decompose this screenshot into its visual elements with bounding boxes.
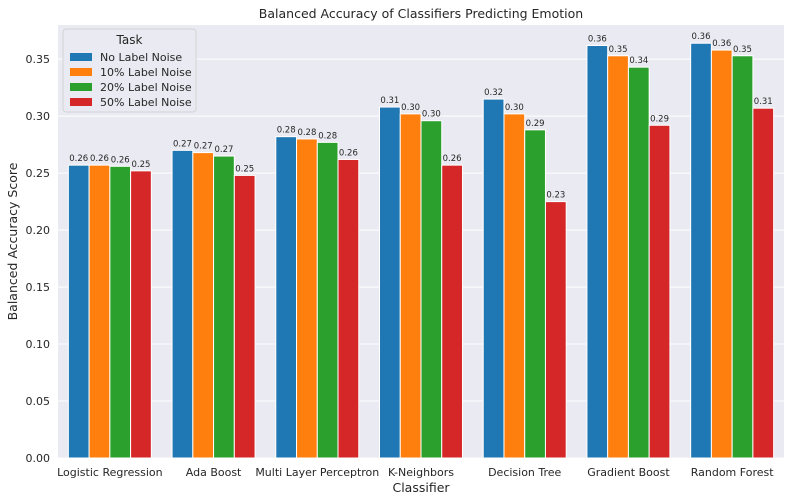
bar-data-label: 0.27 [194, 142, 213, 152]
bar-data-label: 0.28 [277, 126, 296, 136]
bar-data-label: 0.36 [692, 32, 711, 42]
y-tick-label: 0.25 [26, 167, 51, 180]
bar [752, 107, 775, 459]
bar [213, 155, 235, 459]
bar-data-label: 0.26 [69, 154, 88, 164]
bar-data-label: 0.29 [526, 119, 545, 129]
bar [130, 170, 152, 459]
bar-data-label: 0.32 [484, 88, 503, 98]
bar [109, 165, 132, 459]
y-tick-label: 0.30 [26, 110, 51, 123]
x-tick-label: Decision Tree [488, 466, 561, 479]
bar-data-label: 0.36 [588, 35, 607, 45]
bar-data-label: 0.26 [111, 155, 130, 165]
x-axis-label: Classifier [392, 480, 450, 495]
bar [233, 174, 256, 459]
legend-label: 20% Label Noise [100, 81, 192, 94]
bar-data-label: 0.34 [629, 56, 648, 66]
bar-data-label: 0.28 [297, 128, 316, 138]
bar-data-label: 0.27 [173, 139, 192, 149]
bar [275, 136, 298, 459]
bar-data-label: 0.26 [443, 154, 462, 164]
x-tick-label: Ada Boost [186, 466, 242, 479]
bar-data-label: 0.30 [422, 110, 441, 120]
legend-swatch [70, 53, 92, 61]
legend-label: 10% Label Noise [100, 66, 192, 79]
x-tick-label: K-Neighbors [388, 466, 454, 479]
bar-data-label: 0.31 [380, 96, 399, 106]
legend-swatch [70, 68, 92, 76]
bar-data-label: 0.23 [546, 191, 565, 201]
y-tick-label: 0.05 [26, 395, 51, 408]
bar-data-label: 0.26 [90, 154, 109, 164]
x-tick-label: Multi Layer Perceptron [255, 466, 379, 479]
x-tick-label: Logistic Regression [57, 466, 163, 479]
legend-title: Task [116, 33, 143, 47]
bar [607, 55, 629, 459]
bar-data-label: 0.27 [214, 145, 233, 155]
bar-data-label: 0.30 [401, 103, 420, 113]
legend-label: No Label Noise [100, 51, 182, 64]
bar [67, 164, 90, 459]
y-tick-label: 0.10 [26, 338, 51, 351]
bar [379, 106, 401, 459]
legend-items: No Label Noise 10% Label Noise 20% Label N… [70, 51, 192, 109]
bar [420, 120, 443, 459]
legend-swatch [70, 83, 92, 91]
y-tick-label: 0.00 [26, 452, 51, 465]
bar [627, 66, 650, 459]
bar-data-label: 0.28 [318, 131, 337, 141]
bar [586, 45, 609, 459]
y-axis-label: Balanced Accuracy Score [5, 162, 20, 320]
bar-data-label: 0.31 [754, 97, 773, 107]
legend-box [62, 28, 197, 113]
bar-data-label: 0.35 [609, 45, 628, 55]
bar [192, 152, 215, 459]
bar [316, 141, 339, 459]
y-tick-label: 0.35 [26, 53, 51, 66]
bar [399, 113, 422, 459]
bar [88, 164, 111, 459]
y-tick-label: 0.15 [26, 281, 51, 294]
bar-data-label: 0.29 [650, 114, 669, 124]
x-tick-label: Random Forest [691, 466, 774, 479]
bar-data-labels: 0.26 0.26 0.26 0.250.27 0.27 0.270.250.28 0.28… [69, 32, 772, 200]
bar-data-label: 0.25 [132, 160, 151, 170]
legend: Task No Label Noise 10% Label Noise 20% La… [62, 28, 197, 113]
bar [503, 113, 526, 459]
bar [690, 42, 712, 459]
bar-data-label: 0.35 [733, 45, 752, 55]
bar [710, 49, 733, 459]
bar [171, 149, 194, 459]
bar-data-label: 0.30 [505, 103, 524, 113]
bar-data-label: 0.26 [339, 148, 358, 158]
x-tick-label: Gradient Boost [587, 466, 670, 479]
legend-label: 50% Label Noise [100, 96, 192, 109]
y-tick-label: 0.20 [26, 224, 51, 237]
bar [441, 164, 463, 459]
bar-data-label: 0.25 [235, 164, 254, 174]
x-axis-ticks: Logistic Regression Ada Boost Multi Layer … [57, 466, 774, 479]
bar [337, 158, 360, 459]
y-axis-ticks: 0.00 0.05 0.10 0.15 0.20 0.25 0.30 0.35 [26, 53, 51, 465]
bar [544, 201, 567, 459]
bar [296, 138, 318, 459]
legend-swatch [70, 98, 92, 106]
chart-title: Balanced Accuracy of Classifiers Predict… [259, 6, 583, 21]
bars [67, 42, 775, 459]
bar-data-label: 0.36 [712, 39, 731, 49]
bar [482, 98, 505, 459]
bar [524, 129, 546, 459]
bar [648, 124, 671, 459]
bar [731, 55, 754, 459]
